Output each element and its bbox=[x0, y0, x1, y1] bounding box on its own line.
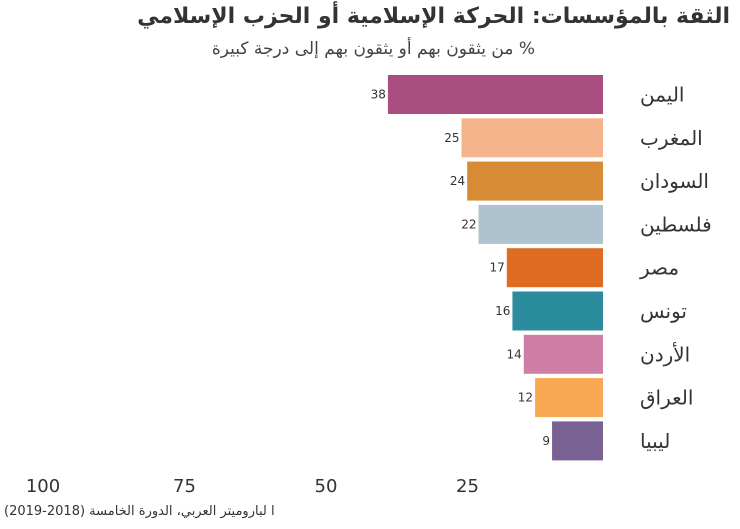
x-tick-label: 50 bbox=[315, 476, 338, 497]
x-tick-label: 75 bbox=[173, 476, 196, 497]
bar-value-label: 24 bbox=[450, 174, 465, 188]
bar bbox=[523, 334, 603, 374]
bar-value-label: 16 bbox=[495, 304, 510, 318]
bar bbox=[552, 421, 603, 461]
bar-value-label: 9 bbox=[542, 434, 550, 448]
category-label: مصر bbox=[639, 256, 679, 280]
bar bbox=[387, 75, 603, 114]
category-label: السودان bbox=[640, 169, 709, 193]
bar-value-label: 38 bbox=[371, 88, 386, 102]
category-label: الأردن bbox=[640, 342, 690, 366]
bar bbox=[512, 291, 603, 331]
bar bbox=[461, 118, 603, 158]
x-tick-label: 25 bbox=[456, 476, 479, 497]
bar-value-label: 22 bbox=[461, 217, 476, 231]
bar bbox=[467, 161, 603, 201]
chart-title: الثقة بالمؤسسات: الحركة الإسلامية أو الح… bbox=[137, 4, 730, 29]
chart-subtitle: % من يثقون بهم أو يثقون بهم إلى درجة كبي… bbox=[211, 39, 535, 59]
bar bbox=[535, 378, 603, 418]
bar-value-label: 17 bbox=[489, 261, 504, 275]
bar-value-label: 12 bbox=[518, 391, 533, 405]
category-label: المغرب bbox=[640, 126, 703, 150]
category-label: فلسطين bbox=[640, 212, 712, 236]
bar bbox=[506, 248, 603, 288]
bar-value-label: 14 bbox=[506, 347, 521, 361]
category-label: ليبيا bbox=[640, 429, 670, 453]
category-label: العراق bbox=[640, 386, 693, 410]
category-label: تونس bbox=[640, 299, 687, 323]
source-note: ا لباروميتر العربي، الدورة الخامسة (2018… bbox=[4, 504, 275, 519]
bar-value-label: 25 bbox=[444, 131, 459, 145]
x-tick-label: 100 bbox=[26, 476, 60, 497]
bar bbox=[478, 204, 603, 244]
category-label: اليمن bbox=[640, 83, 684, 107]
